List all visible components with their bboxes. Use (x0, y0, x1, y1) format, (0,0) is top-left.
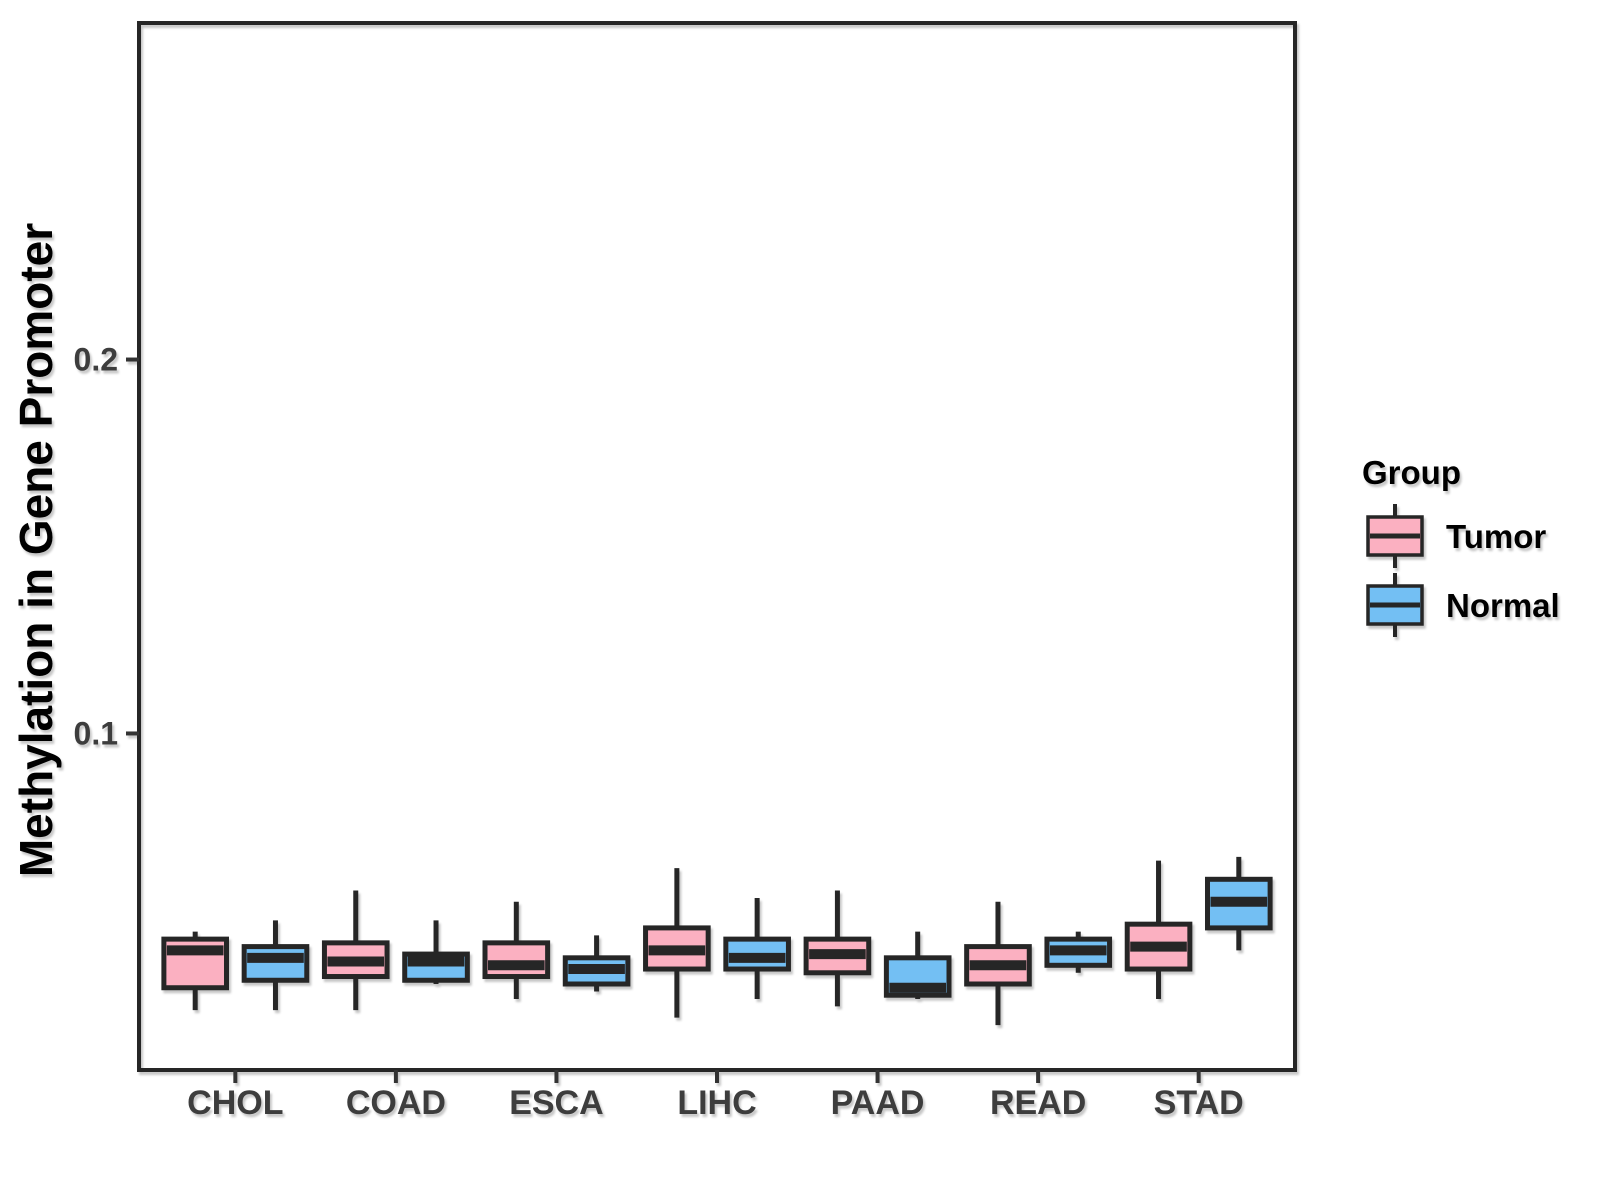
box-paad-normal (883, 931, 952, 999)
box-paad-tumor (803, 890, 872, 1007)
box-stad-tumor (1124, 860, 1193, 999)
legend-title: Group (1362, 454, 1461, 491)
x-tick-label-coad: COAD (346, 1084, 446, 1122)
legend-label-tumor: Tumor (1446, 518, 1546, 555)
x-tick-label-stad: STAD (1154, 1084, 1244, 1122)
legend-entry-normal: Normal (1366, 573, 1560, 637)
legend-entry-tumor: Tumor (1366, 504, 1546, 568)
y-tick-label-0.2: 0.2 (74, 342, 118, 378)
x-tick-label-paad: PAAD (831, 1084, 925, 1122)
legend-label-normal: Normal (1446, 587, 1560, 624)
iqr-box (241, 944, 310, 983)
y-tick-label-0.1: 0.1 (74, 716, 118, 752)
box-chol-tumor (161, 931, 230, 1011)
y-axis-title: Methylation in Gene Promoter (10, 223, 62, 877)
box-read-normal (1044, 931, 1113, 973)
box-coad-tumor (321, 890, 390, 1011)
x-axis-ticks-layer: CHOL COAD ESCA LIHC PAAD READ STAD (187, 1070, 1244, 1122)
boxplot-layer (161, 856, 1273, 1026)
plot-panel (137, 21, 1297, 1072)
box-esca-tumor (482, 901, 551, 999)
box-chol-normal (241, 920, 310, 1011)
x-tick-label-read: READ (990, 1084, 1086, 1122)
box-esca-normal (562, 935, 631, 992)
legend: Group Tumor Normal (1362, 454, 1560, 637)
x-tick-label-chol: CHOL (187, 1084, 283, 1122)
box-read-tumor (964, 901, 1032, 1026)
box-lihc-tumor (643, 868, 711, 1018)
box-stad-normal (1204, 856, 1273, 951)
x-tick-label-esca: ESCA (509, 1084, 603, 1122)
y-axis-ticks-layer: 0.1 0.2 (74, 342, 139, 752)
iqr-box (482, 940, 551, 980)
box-coad-normal (402, 920, 470, 984)
x-tick-label-lihc: LIHC (677, 1084, 756, 1122)
box-lihc-normal (723, 897, 791, 999)
